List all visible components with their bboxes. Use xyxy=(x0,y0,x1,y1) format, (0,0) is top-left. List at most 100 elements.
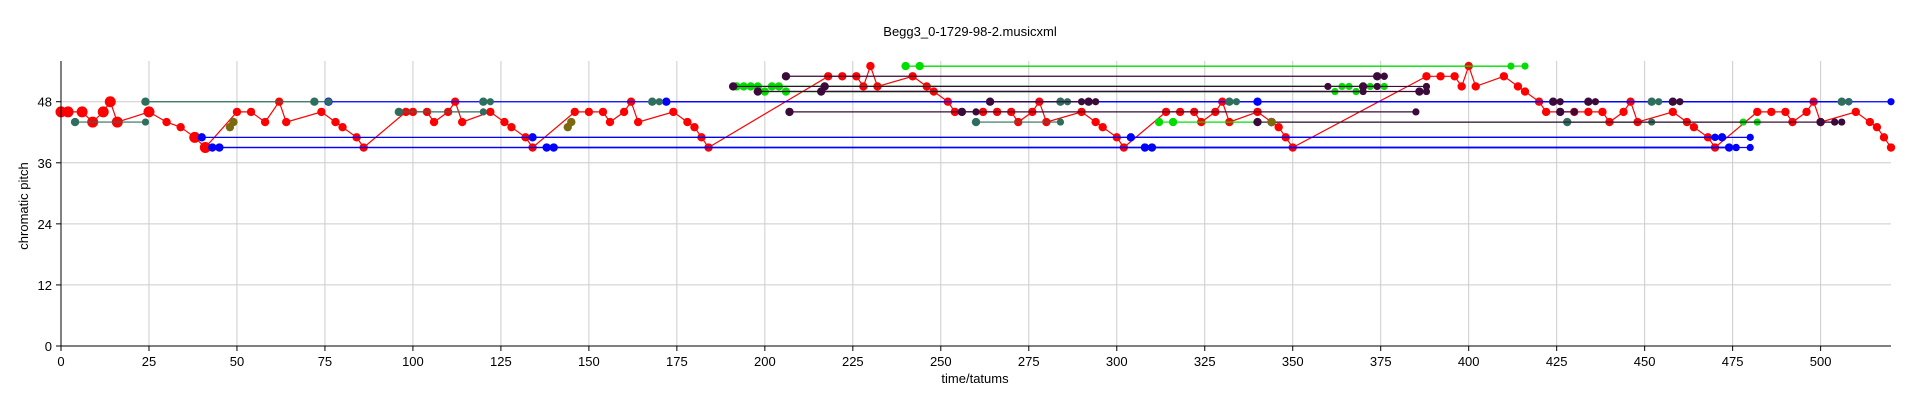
data-point xyxy=(215,143,224,152)
plot-area xyxy=(55,61,1896,154)
data-point xyxy=(1098,122,1107,132)
data-point xyxy=(1168,117,1178,127)
data-point xyxy=(500,117,509,127)
data-point xyxy=(1373,82,1381,91)
data-point xyxy=(260,117,270,127)
y-axis-title: chromatic pitch xyxy=(16,162,31,249)
x-tick-label: 375 xyxy=(1370,354,1392,369)
data-point xyxy=(479,97,488,106)
data-point xyxy=(310,97,319,106)
data-point xyxy=(76,106,88,118)
data-point xyxy=(1253,97,1262,106)
x-tick-label: 500 xyxy=(1810,354,1832,369)
data-point xyxy=(1887,98,1895,106)
data-point xyxy=(1668,97,1678,106)
data-point xyxy=(1724,143,1734,152)
data-point xyxy=(1358,82,1368,91)
data-point xyxy=(1091,117,1100,127)
data-point xyxy=(1092,98,1100,106)
data-point xyxy=(1324,82,1332,91)
data-point xyxy=(141,118,150,126)
data-point xyxy=(1717,133,1727,142)
data-point xyxy=(605,117,615,127)
data-point xyxy=(1507,62,1515,70)
data-point xyxy=(317,107,326,117)
data-point xyxy=(1274,122,1283,132)
data-point xyxy=(1450,72,1459,81)
y-tick-label: 0 xyxy=(45,339,52,354)
data-point xyxy=(728,82,738,91)
data-point xyxy=(1570,108,1578,116)
data-point xyxy=(1499,72,1509,81)
data-point xyxy=(683,117,692,127)
data-point xyxy=(662,97,671,106)
data-point xyxy=(1591,98,1599,106)
series-purple xyxy=(728,72,1846,127)
data-point xyxy=(141,97,150,106)
x-tick-label: 325 xyxy=(1194,354,1216,369)
data-point xyxy=(957,107,967,117)
data-point xyxy=(1668,107,1678,117)
data-point xyxy=(1767,107,1776,117)
data-point xyxy=(1872,122,1882,132)
x-tick-label: 0 xyxy=(57,354,64,369)
data-point xyxy=(570,107,580,117)
data-point xyxy=(331,117,340,127)
data-point xyxy=(1471,82,1480,91)
data-point xyxy=(1845,98,1853,106)
data-point xyxy=(1879,133,1889,142)
data-point xyxy=(1422,87,1431,96)
x-tick-label: 475 xyxy=(1722,354,1744,369)
data-point xyxy=(915,61,924,71)
data-point xyxy=(1077,98,1086,106)
series-blue xyxy=(197,97,1895,152)
data-point xyxy=(753,87,763,96)
data-point xyxy=(1084,97,1093,106)
data-point xyxy=(619,107,629,117)
x-tick-label: 300 xyxy=(1106,354,1128,369)
data-point xyxy=(143,106,155,118)
data-point xyxy=(1655,98,1663,106)
data-point xyxy=(542,143,551,152)
data-point xyxy=(1802,107,1811,117)
data-point xyxy=(282,117,291,127)
series-green xyxy=(732,61,1761,127)
x-tick-label: 225 xyxy=(842,354,864,369)
data-point xyxy=(457,117,467,127)
data-point xyxy=(1753,107,1762,117)
data-point xyxy=(429,117,439,127)
x-tick-label: 100 xyxy=(402,354,424,369)
data-point xyxy=(1232,98,1241,106)
data-point xyxy=(1837,97,1846,106)
data-point xyxy=(1746,133,1754,141)
y-tick-label: 48 xyxy=(38,95,52,110)
data-point xyxy=(394,107,404,117)
data-point xyxy=(246,107,256,117)
grid xyxy=(60,61,1891,347)
data-point xyxy=(901,61,910,71)
series-olive xyxy=(225,117,1276,132)
axes: 0 25 50 75 100 125 150 175 200 225 250 275 300 325 350… xyxy=(38,61,1891,369)
data-point xyxy=(1865,117,1875,127)
data-point xyxy=(507,122,516,132)
data-point xyxy=(229,117,238,127)
x-tick-label: 175 xyxy=(666,354,688,369)
data-point xyxy=(1457,82,1466,91)
data-point xyxy=(1380,72,1388,80)
data-point xyxy=(479,108,487,116)
x-axis-title: time/tatums xyxy=(941,371,1009,386)
data-point xyxy=(1520,87,1530,96)
x-tick-label: 150 xyxy=(578,354,600,369)
data-point xyxy=(528,133,537,142)
data-point xyxy=(97,106,109,118)
y-tick-label: 36 xyxy=(38,156,52,171)
data-point xyxy=(1746,143,1754,152)
data-point xyxy=(785,107,794,117)
data-point xyxy=(1154,117,1164,127)
x-tick-label: 25 xyxy=(142,354,156,369)
data-point xyxy=(655,98,663,106)
data-point xyxy=(1412,108,1420,116)
data-point xyxy=(1556,98,1564,106)
